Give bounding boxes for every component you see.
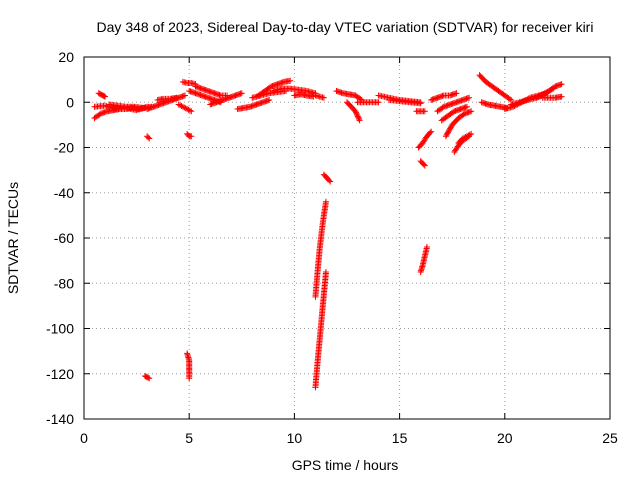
grid-layer [84,57,610,419]
data-point [354,112,361,119]
x-tick-label: 15 [392,430,408,446]
y-tick-label: -60 [54,230,74,246]
data-point [181,92,188,99]
data-point [428,128,435,135]
data-point [146,375,153,382]
data-point [464,134,471,141]
data-point [447,125,454,132]
data-point [266,96,273,103]
data-point [353,110,360,117]
data-point [186,375,193,382]
data-point [145,374,152,381]
y-tick-label: -100 [46,321,74,337]
data-point [439,104,446,111]
data-point [423,244,430,251]
chart-title: Day 348 of 2023, Sidereal Day-to-day VTE… [97,19,594,35]
y-tick-label: -40 [54,185,74,201]
data-point [453,90,460,97]
data-point [355,114,362,121]
data-point [506,96,513,103]
data-point [558,81,565,88]
x-axis-label: GPS time / hours [292,457,399,473]
x-tick-label: 0 [80,430,88,446]
y-tick-label: -80 [54,275,74,291]
marks-layer [91,72,565,391]
y-tick-label: 0 [66,94,74,110]
data-point [427,129,434,136]
data-point [327,178,334,185]
data-point [442,133,449,140]
ticks-layer: -140 -120 -100 -80 -60 -40 -20 0 20 0 5 10 15 20 25 [46,49,618,446]
data-point [375,99,382,106]
data-point [238,90,245,97]
data-point [320,94,327,101]
x-tick-label: 5 [185,430,193,446]
y-tick-label: -140 [46,411,74,427]
x-tick-label: 25 [602,430,618,446]
data-point [96,111,103,118]
data-point [353,109,360,116]
data-point [417,100,424,107]
data-point [420,161,427,168]
data-point [444,130,451,137]
data-point [322,268,329,275]
data-point [466,133,473,140]
y-tick-label: -120 [46,366,74,382]
data-point [266,84,273,91]
data-point [443,131,450,138]
data-point [354,113,361,120]
data-point [287,77,294,84]
data-point [356,116,363,123]
data-point [551,84,558,91]
data-point [173,94,180,101]
data-point [444,129,451,136]
data-point [102,93,109,100]
data-point [460,111,467,118]
data-point [356,117,363,124]
data-point [188,133,195,140]
data-point [466,94,473,101]
x-tick-label: 10 [287,430,303,446]
data-point [421,162,428,169]
data-point [352,108,359,115]
data-point [188,108,195,115]
y-tick-label: 20 [58,49,74,65]
data-point [447,124,454,131]
data-point [421,108,428,115]
y-tick-label: -20 [54,140,74,156]
data-point [100,93,107,100]
y-axis-label: SDTVAR / TECUs [5,182,21,294]
data-point [445,128,452,135]
x-tick-label: 20 [497,430,513,446]
data-point [186,107,193,114]
data-point [558,93,565,100]
data-point [146,135,153,142]
data-point [463,103,470,110]
data-point [145,134,152,141]
data-point [322,198,329,205]
data-point [450,109,457,116]
data-point [326,177,333,184]
data-point [468,108,475,115]
data-point [446,126,453,133]
plot-frame [83,56,611,420]
